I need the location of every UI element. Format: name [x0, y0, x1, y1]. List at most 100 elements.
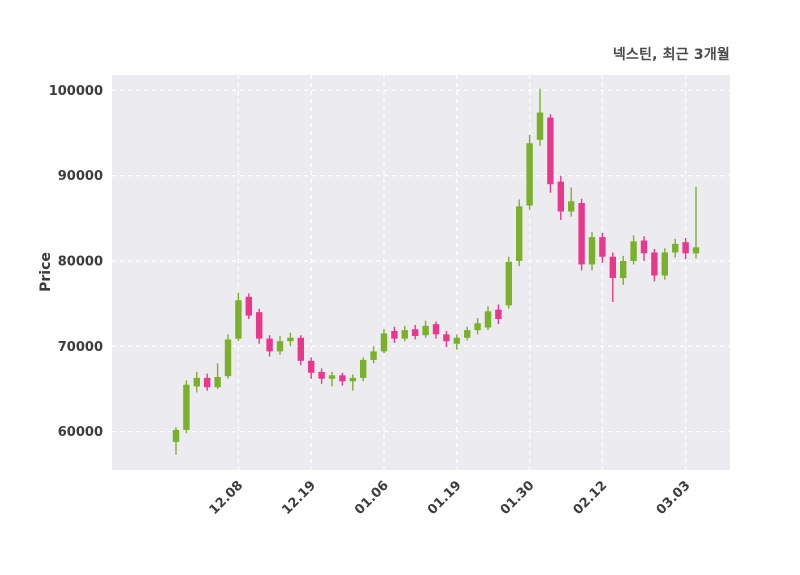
candle-body [422, 325, 429, 336]
candle-up [183, 380, 190, 434]
candle-body [308, 360, 315, 373]
candle-body [204, 377, 211, 388]
candle-up [287, 332, 294, 347]
candle-up [193, 371, 200, 393]
candle-body [620, 260, 627, 279]
candle-up [536, 88, 544, 146]
candle-up [474, 318, 481, 335]
candle-down [412, 324, 419, 340]
candle-body [516, 206, 523, 261]
candle-up [588, 231, 596, 271]
candle-down [651, 249, 658, 282]
candle-down [682, 237, 689, 260]
candle-body [256, 312, 263, 339]
candle-up [224, 334, 232, 379]
candle-body [536, 112, 544, 140]
candle-body [672, 243, 679, 253]
candle-up [453, 334, 460, 350]
candle-body [224, 339, 232, 377]
candle-up [672, 238, 679, 258]
candle-up [516, 199, 523, 267]
candle-body [370, 351, 377, 360]
candle-body [578, 202, 585, 265]
candle-body [328, 375, 336, 379]
candle-down [204, 373, 211, 391]
candle-up [464, 326, 471, 341]
candle-down [432, 321, 440, 339]
candle-up [328, 371, 336, 387]
candle-up [276, 336, 284, 355]
candle-up [360, 357, 367, 382]
candle-body [266, 338, 273, 352]
candle-body [401, 330, 408, 339]
x-tick-label: 01.19 [425, 478, 465, 518]
candle-body [474, 323, 481, 331]
candle-down [297, 335, 304, 366]
candle-body [682, 242, 689, 254]
candle-down [443, 330, 450, 348]
x-tick-label: 02.12 [571, 478, 611, 518]
candle-body [464, 330, 471, 338]
candle-down [308, 357, 315, 379]
candle-body [339, 375, 346, 382]
candle-down [640, 236, 648, 261]
candle-up [568, 187, 575, 217]
candle-body [640, 240, 648, 254]
candle-body [360, 359, 367, 378]
candle-down [599, 232, 606, 263]
candle-body [630, 241, 637, 261]
candle-body [505, 261, 512, 306]
candle-body [599, 237, 606, 257]
candle-body [588, 237, 596, 265]
candle-down [339, 372, 346, 386]
candle-body [443, 334, 450, 342]
candle-body [183, 384, 190, 430]
x-tick-label: 03.03 [654, 478, 694, 518]
candle-up [172, 427, 180, 455]
candle-body [193, 377, 200, 387]
candle-down [245, 293, 252, 319]
candle-body [318, 371, 325, 379]
y-axis-label: Price [38, 252, 54, 292]
candle-down [557, 175, 564, 221]
candle-body [557, 181, 564, 212]
candle-body [692, 247, 700, 254]
candle-body [412, 329, 419, 337]
candle-up [401, 325, 408, 342]
candle-body [453, 337, 460, 344]
candle-down [391, 326, 398, 343]
y-tick-label: 100000 [49, 84, 103, 99]
x-tick-label: 01.30 [498, 478, 538, 518]
candle-up [526, 134, 533, 210]
plot-area [112, 75, 730, 470]
candle-up [620, 255, 627, 285]
candle-body [526, 143, 533, 206]
candle-down [266, 335, 273, 357]
candle-body [235, 300, 242, 339]
candle-up [349, 374, 356, 391]
candle-body [651, 252, 658, 276]
candle-up [370, 346, 377, 364]
candle-body [547, 117, 554, 185]
candle-body [276, 341, 284, 352]
candle-body [391, 330, 398, 339]
x-tick-label: 12.19 [279, 478, 319, 518]
candle-up [661, 248, 668, 280]
candle-body [568, 201, 575, 212]
candles [172, 88, 700, 455]
candle-body [214, 377, 221, 388]
candle-up [630, 235, 637, 265]
candle-body [172, 429, 180, 442]
candle-down [318, 368, 325, 384]
candle-down [547, 114, 554, 193]
candle-body [432, 324, 440, 335]
y-tick-label: 60000 [58, 425, 103, 440]
candle-up [484, 306, 492, 331]
y-tick-labels: 60000 70000 80000 90000 100000 [49, 84, 103, 440]
candle-up [235, 292, 242, 342]
candle-up [214, 363, 221, 389]
candle-body [287, 337, 294, 342]
candle-body [245, 296, 252, 316]
